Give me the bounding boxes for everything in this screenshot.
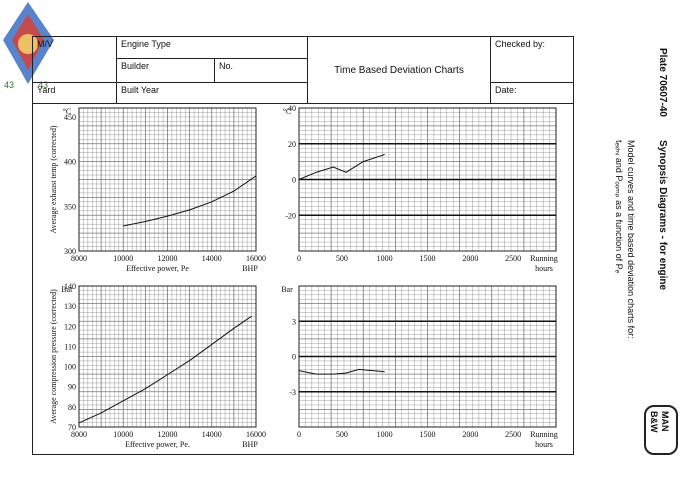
man-bw-logo: MAN B&W [644, 405, 678, 455]
y-tick-label: 20 [288, 140, 296, 149]
x-tick-label: 1000 [377, 254, 393, 263]
x-tick-label: 0 [297, 254, 301, 263]
x-tick-label: 2500 [505, 430, 521, 439]
y-tick-label: 90 [68, 383, 76, 392]
y-tick-label: 120 [64, 322, 76, 331]
y-tick-label: -20 [285, 211, 296, 220]
x-tick-label: 8000 [71, 430, 87, 439]
model-line-2: tₑₓₕᵥ and Pₒₒₘₚ as a function of Pₑ [614, 140, 624, 273]
logo-number-left: 43 [4, 80, 15, 90]
mv-label: M/V [37, 39, 54, 49]
y-tick-label: -3 [289, 388, 296, 397]
y-tick-label: 140 [64, 282, 76, 291]
x-tick-label: 0 [297, 430, 301, 439]
checked-by-label: Checked by: [495, 39, 546, 49]
x-axis-label: Effective power, Pe. [125, 440, 190, 449]
series-line [298, 368, 385, 375]
y-axis-label: Average compression pressure (corrected) [49, 289, 58, 424]
x-tick-label: 16000 [246, 254, 266, 263]
logo-number-right: 43 [38, 80, 49, 90]
chart-frame [32, 103, 574, 455]
y-tick-label: 0 [292, 353, 296, 362]
x-axis-label: hours [535, 440, 553, 449]
y-tick-label: 350 [64, 202, 76, 211]
x-tick-label: 1500 [420, 430, 436, 439]
plate-number: Plate 70607-40 [657, 48, 668, 117]
model-line-1: Model curves and time based deviation ch… [626, 140, 636, 339]
unit-label: Bar [61, 285, 73, 294]
x-axis-label: Effective power, Pe [126, 264, 189, 273]
x-unit-label: BHP [242, 440, 258, 449]
engine-type-label: Engine Type [121, 39, 171, 49]
ship-logo: 43 43 [0, 0, 58, 92]
x-tick-label: 2500 [505, 254, 521, 263]
x-tick-label: 16000 [246, 430, 266, 439]
x-tick-label: 1500 [420, 254, 436, 263]
x-tick-label: 2000 [462, 254, 478, 263]
y-tick-label: 110 [64, 342, 76, 351]
builder-label: Builder [121, 61, 150, 71]
unit-label: Bar [281, 285, 293, 294]
x-unit-label: BHP [242, 264, 258, 273]
x-tick-label: 2000 [462, 430, 478, 439]
x-axis-label: hours [535, 264, 553, 273]
y-tick-label: 40 [288, 104, 296, 113]
y-tick-label: 0 [292, 176, 296, 185]
x-tick-label: 10000 [113, 430, 133, 439]
x-tick-label: 10000 [113, 254, 133, 263]
y-tick-label: 450 [64, 113, 76, 122]
series-line [298, 154, 385, 180]
x-tick-label: 1000 [377, 430, 393, 439]
y-tick-label: 400 [64, 158, 76, 167]
yard-label: Yard [37, 85, 56, 95]
series-line [78, 315, 252, 424]
x-tick-label: 14000 [202, 430, 222, 439]
brand-bottom: B&W [649, 411, 659, 433]
plot-border [78, 285, 257, 428]
x-tick-label: 12000 [158, 430, 178, 439]
unit-label: °C [63, 107, 72, 116]
x-tick-label: 14000 [202, 254, 222, 263]
y-tick-label: 100 [64, 363, 76, 372]
x-tick-label: 500 [336, 254, 348, 263]
y-tick-label: 70 [68, 423, 76, 432]
series-line [123, 175, 257, 227]
y-tick-label: 3 [292, 317, 296, 326]
y-tick-label: 300 [64, 247, 76, 256]
x-tick-label: 12000 [158, 254, 178, 263]
page-title: Time Based Deviation Charts [334, 64, 464, 76]
y-tick-label: 130 [64, 302, 76, 311]
x-axis-label: Running [530, 430, 558, 439]
synopsis-title: Synopsis Diagrams - for engine [657, 140, 668, 291]
plot-border [78, 107, 257, 252]
no-label: No. [219, 61, 234, 71]
x-axis-label: Running [530, 254, 558, 263]
built-year-label: Built Year [121, 85, 160, 95]
x-tick-label: 500 [336, 430, 348, 439]
unit-label: °C [283, 107, 292, 116]
y-axis-label: Average exhaust temp (corrected) [49, 125, 58, 233]
y-tick-label: 80 [68, 403, 76, 412]
brand-top: MAN [660, 411, 670, 432]
x-tick-label: 8000 [71, 254, 87, 263]
date-label: Date: [495, 85, 517, 95]
